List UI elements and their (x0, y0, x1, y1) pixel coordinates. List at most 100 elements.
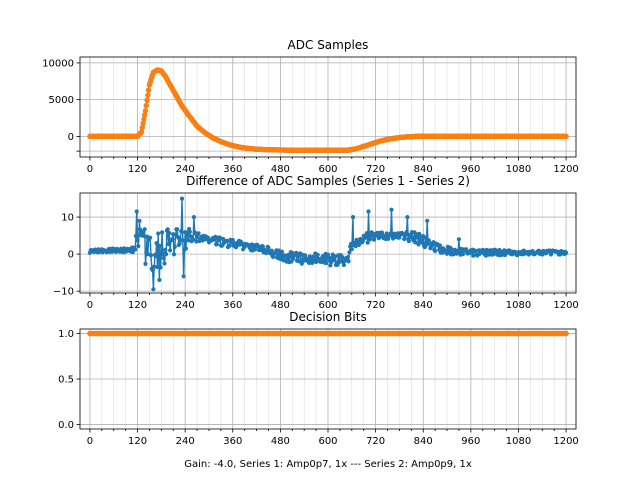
data-point (285, 256, 290, 261)
x-tick-label: 480 (271, 300, 290, 311)
data-point (166, 242, 171, 247)
x-tick-label: 480 (271, 164, 290, 175)
series-2 (87, 330, 569, 337)
data-point (138, 129, 145, 135)
data-point (418, 234, 423, 239)
data-point (487, 252, 492, 257)
x-tick-label: 240 (176, 436, 195, 447)
data-point (386, 236, 391, 241)
x-tick-label: 120 (128, 164, 147, 175)
x-tick-label: 1200 (553, 164, 578, 175)
data-point (349, 247, 354, 252)
plot-area (87, 196, 569, 292)
data-point (425, 218, 430, 223)
data-point (150, 268, 155, 273)
data-point (420, 240, 425, 245)
x-tick-label: 600 (318, 300, 337, 311)
data-point (340, 255, 345, 260)
data-point (564, 250, 569, 255)
series-2 (87, 67, 569, 153)
data-point (345, 255, 350, 260)
x-ticks: 0 120 240 360 480 600 720 840 960 1080 1200 (87, 157, 579, 175)
x-tick-label: 240 (176, 300, 195, 311)
x-tick-label: 600 (318, 436, 337, 447)
data-point (423, 235, 428, 240)
chart-title: Difference of ADC Samples (Series 1 - Se… (186, 174, 470, 188)
data-point (154, 241, 159, 246)
data-point (139, 125, 145, 131)
data-point (165, 227, 170, 232)
data-point (142, 112, 148, 118)
plot-area (87, 330, 569, 337)
x-tick-label: 360 (223, 300, 242, 311)
chart-title: ADC Samples (288, 38, 369, 52)
x-tick-label: 120 (128, 436, 147, 447)
data-point (388, 231, 393, 236)
x-ticks: 0 120 240 360 480 600 720 840 960 1080 1200 (87, 429, 579, 447)
data-point (299, 261, 304, 266)
x-tick-label: 1200 (553, 300, 578, 311)
y-tick-label: 10 (61, 213, 74, 224)
chart-title: Decision Bits (289, 310, 366, 324)
data-point (406, 239, 411, 244)
data-point (137, 218, 142, 223)
x-axis-label: Gain: -4.0, Series 1: Amp0p7, 1x --- Ser… (184, 459, 472, 470)
data-point (402, 236, 407, 242)
data-point (464, 247, 469, 252)
y-tick-label: 0.0 (58, 420, 74, 431)
data-point (141, 233, 146, 238)
series-1 (87, 196, 569, 292)
x-tick-label: 720 (366, 164, 385, 175)
data-point (162, 261, 167, 266)
data-point (142, 227, 147, 232)
data-point (291, 256, 296, 261)
data-point (446, 249, 451, 254)
x-tick-label: 120 (128, 300, 147, 311)
data-point (146, 87, 152, 93)
data-point (473, 248, 478, 253)
data-point (141, 116, 147, 122)
data-point (157, 243, 162, 248)
data-point (404, 230, 409, 235)
x-tick-label: 1080 (506, 300, 531, 311)
data-point (140, 120, 146, 127)
data-point (356, 242, 362, 247)
data-point (143, 261, 148, 266)
data-point (328, 263, 333, 268)
data-point (148, 253, 154, 258)
data-point (279, 249, 285, 254)
data-point (310, 254, 315, 259)
x-ticks: 0 120 240 360 480 600 720 840 960 1080 1200 (87, 293, 579, 311)
x-tick-label: 360 (223, 436, 242, 447)
data-point (157, 277, 162, 283)
decision-bits-panel: 0 120 240 360 480 600 720 840 960 1080 1200 0.0 0.5 1… (58, 310, 579, 447)
x-tick-label: 600 (318, 164, 337, 175)
y-tick-label: −10 (53, 287, 74, 298)
data-point (360, 238, 365, 243)
data-point (371, 237, 377, 242)
grid (80, 57, 576, 157)
data-point (186, 238, 191, 243)
data-point (179, 196, 185, 201)
data-point (307, 254, 312, 259)
data-point (136, 244, 141, 249)
data-point (153, 253, 158, 258)
data-point (187, 229, 192, 234)
x-tick-label: 720 (366, 300, 385, 311)
adc-samples-panel: 0 120 240 360 480 600 720 840 960 1080 1200 0 5000 10… (42, 38, 579, 175)
data-point (341, 262, 346, 268)
data-point (260, 244, 265, 249)
data-point (143, 102, 149, 109)
data-point (168, 248, 173, 253)
data-point (271, 254, 276, 259)
x-tick-label: 1080 (506, 164, 531, 175)
x-tick-label: 480 (271, 436, 290, 447)
data-point (413, 240, 418, 245)
data-point (364, 231, 369, 236)
x-tick-label: 0 (87, 436, 93, 447)
data-point (170, 236, 175, 242)
y-ticks: 0.0 0.5 1.0 (58, 329, 80, 431)
data-point (175, 227, 180, 232)
data-point (151, 287, 156, 292)
